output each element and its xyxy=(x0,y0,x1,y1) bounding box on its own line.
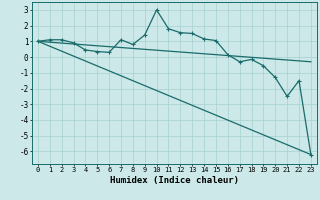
X-axis label: Humidex (Indice chaleur): Humidex (Indice chaleur) xyxy=(110,176,239,185)
